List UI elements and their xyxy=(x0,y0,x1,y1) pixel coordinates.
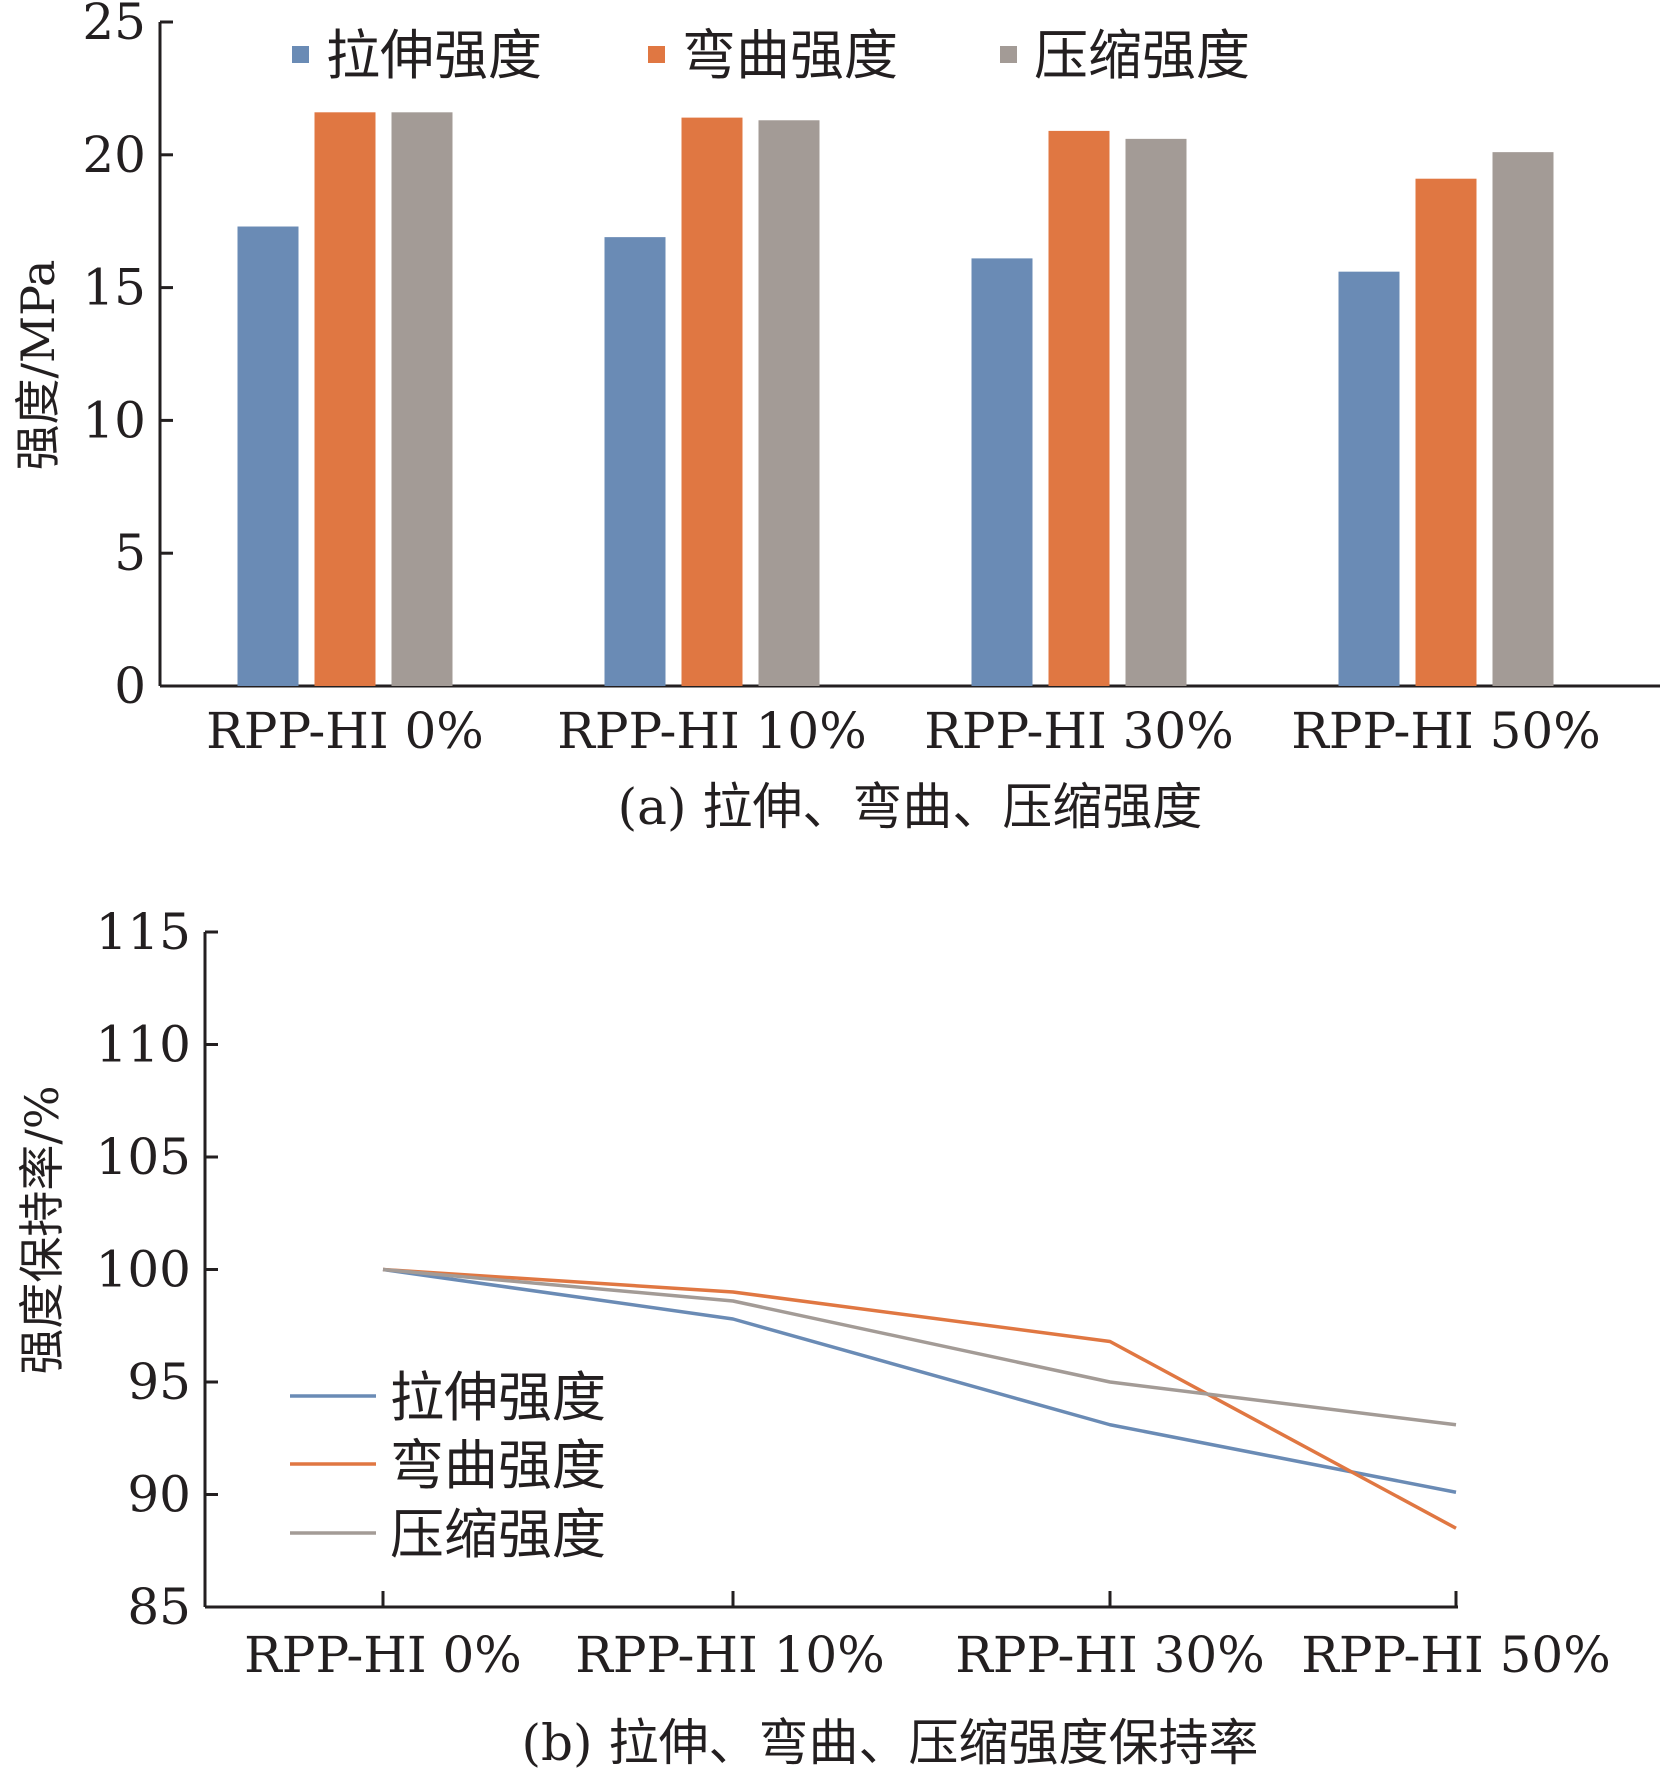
chart-a-y-tick-label: 10 xyxy=(82,391,146,449)
chart-a-x-tick-label: RPP-HI 50% xyxy=(1291,702,1600,760)
chart-a-bar xyxy=(681,117,743,687)
chart-a-bar xyxy=(1048,130,1110,686)
chart-a-legend-label: 弯曲强度 xyxy=(682,24,898,87)
chart-a-x-tick-label: RPP-HI 0% xyxy=(206,702,484,760)
chart-a-bar xyxy=(1338,271,1400,686)
chart-a-bar: 0 5 10 15 20 25 RPP-HI 0% RPP-HI 10% RPP-HI 30% R… xyxy=(11,0,1660,836)
chart-a-y-tick-label: 25 xyxy=(82,0,146,51)
chart-a-x-tick-label: RPP-HI 10% xyxy=(557,702,866,760)
chart-a-legend-swatch xyxy=(1000,46,1017,63)
chart-a-bar xyxy=(758,120,820,687)
chart-a-bar xyxy=(237,226,299,686)
chart-a-bar xyxy=(1125,138,1187,686)
chart-b-y-tick-label: 110 xyxy=(96,1016,191,1074)
chart-b-series-line xyxy=(382,1267,1457,1494)
chart-a-y-axis-label: 强度/MPa xyxy=(11,260,65,471)
chart-a-bar xyxy=(1415,178,1477,687)
chart-a-axes: 0 5 10 15 20 25 RPP-HI 0% RPP-HI 10% RPP-HI 30% R… xyxy=(82,0,1660,760)
chart-a-caption: (a) 拉伸、弯曲、压缩强度 xyxy=(618,778,1203,836)
chart-a-legend-label: 压缩强度 xyxy=(1034,24,1250,87)
chart-b-legend-label: 压缩强度 xyxy=(390,1503,606,1566)
chart-b-x-tick-label: RPP-HI 10% xyxy=(575,1626,884,1684)
chart-b-caption: (b) 拉伸、弯曲、压缩强度保持率 xyxy=(522,1714,1259,1768)
chart-b-legend-label: 拉伸强度 xyxy=(390,1366,606,1429)
chart-b-lines xyxy=(382,1267,1457,1530)
chart-b-y-tick-label: 100 xyxy=(96,1241,191,1299)
chart-a-legend-swatch xyxy=(648,46,665,63)
chart-b-y-tick-label: 90 xyxy=(127,1466,191,1524)
chart-a-bar xyxy=(391,112,453,686)
chart-a-bar xyxy=(314,112,376,686)
chart-a-bars xyxy=(237,112,1554,687)
chart-b-x-tick-label: RPP-HI 50% xyxy=(1301,1626,1610,1684)
chart-b-axes: 85 90 95 100 105 110 115 RPP-HI 0% RPP-HI 10% RPP… xyxy=(96,903,1611,1684)
chart-a-y-tick-label: 0 xyxy=(114,657,146,715)
chart-a-bar xyxy=(604,237,666,687)
chart-b-y-tick-label: 85 xyxy=(127,1578,191,1636)
chart-b-series-line xyxy=(382,1267,1457,1427)
chart-b-y-tick-label: 105 xyxy=(96,1128,191,1186)
chart-a-bar xyxy=(971,258,1033,686)
chart-a-legend-swatch xyxy=(292,46,309,63)
chart-b-line: 85 90 95 100 105 110 115 RPP-HI 0% RPP-HI 10% RPP… xyxy=(15,903,1611,1768)
chart-b-x-tick-label: RPP-HI 0% xyxy=(244,1626,522,1684)
chart-b-x-tick-label: RPP-HI 30% xyxy=(955,1626,1264,1684)
chart-a-bar xyxy=(1492,152,1554,687)
chart-b-y-tick-label: 95 xyxy=(127,1353,191,1411)
chart-a-legend-label: 拉伸强度 xyxy=(326,24,542,87)
chart-a-y-tick-label: 15 xyxy=(82,259,146,317)
chart-b-y-axis-label: 强度保持率/% xyxy=(15,1085,69,1374)
chart-a-y-tick-label: 5 xyxy=(114,524,146,582)
chart-b-y-tick-label: 115 xyxy=(96,903,191,961)
chart-a-x-tick-label: RPP-HI 30% xyxy=(924,702,1233,760)
chart-a-legend: 拉伸强度 弯曲强度 压缩强度 xyxy=(292,24,1250,87)
chart-b-legend-label: 弯曲强度 xyxy=(390,1434,606,1497)
chart-b-series-line xyxy=(382,1267,1457,1530)
chart-a-y-tick-label: 20 xyxy=(82,126,146,184)
